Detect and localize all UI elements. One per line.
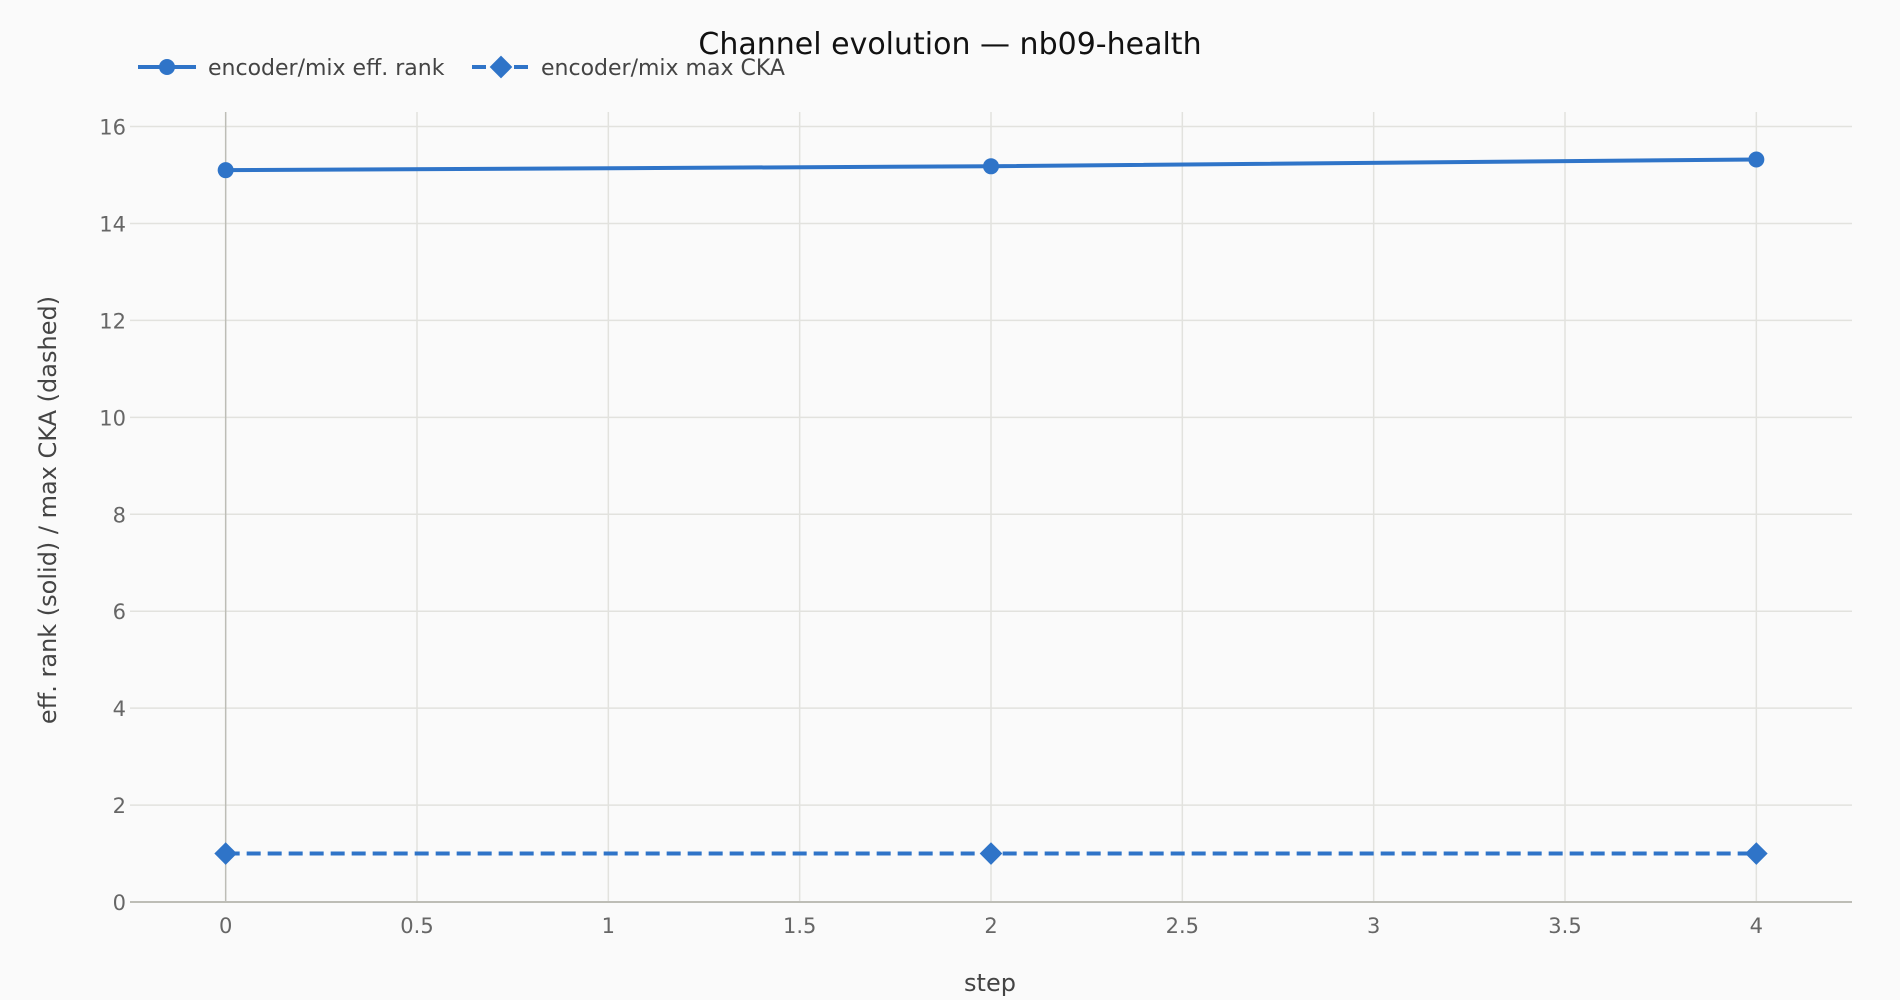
y-axis-label: eff. rank (solid) / max CKA (dashed)	[34, 296, 62, 724]
data-point-diamond	[1745, 842, 1768, 865]
y-tick-label: 6	[113, 600, 126, 624]
y-tick-label: 4	[113, 697, 126, 721]
y-tick-label: 10	[99, 406, 126, 430]
x-tick-label: 2	[984, 914, 997, 938]
series-layer	[214, 151, 1768, 865]
data-point-circle	[1748, 151, 1765, 168]
chart-title: Channel evolution — nb09-health	[698, 27, 1201, 62]
x-tick-label: 2.5	[1166, 914, 1199, 938]
data-point-circle	[217, 162, 234, 179]
y-tick-label: 2	[113, 794, 126, 818]
x-tick-label: 0	[219, 914, 232, 938]
data-point-diamond	[979, 842, 1003, 865]
axes	[130, 112, 1852, 903]
legend-circle-marker	[159, 59, 175, 75]
y-tick-label: 0	[113, 891, 126, 915]
series-eff-rank	[217, 151, 1765, 179]
x-tick-label: 3	[1367, 914, 1380, 938]
x-tick-label: 0.5	[400, 914, 433, 938]
x-tick-label: 4	[1750, 914, 1763, 938]
y-tick-label: 16	[99, 116, 126, 140]
legend-item-max-cka[interactable]: encoder/mix max CKA	[472, 55, 785, 81]
y-tick-label: 14	[99, 212, 126, 236]
x-axis-label: step	[964, 969, 1016, 997]
x-tick-label: 1	[602, 914, 615, 938]
x-tick-label: 3.5	[1548, 914, 1581, 938]
legend[interactable]: encoder/mix eff. rank encoder/mix max CK…	[138, 55, 785, 81]
gridlines	[130, 112, 1852, 902]
data-point-circle	[983, 158, 999, 175]
legend-item-eff-rank[interactable]: encoder/mix eff. rank	[138, 56, 445, 81]
legend-label-max-cka: encoder/mix max CKA	[541, 56, 785, 81]
y-tick-label: 12	[99, 309, 126, 333]
y-tick-label: 8	[113, 503, 126, 527]
x-tick-label: 1.5	[783, 914, 816, 938]
tick-labels: 0 0.5 1 1.5 2 2.5 3 3.5 4 0 2 4 6 8 10 12 14 16	[99, 116, 1763, 938]
legend-label-eff-rank: encoder/mix eff. rank	[208, 56, 445, 81]
